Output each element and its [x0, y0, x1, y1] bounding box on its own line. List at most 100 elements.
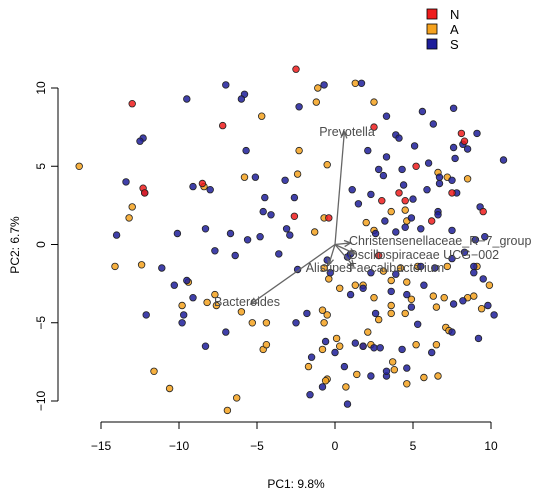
point-a	[178, 301, 186, 310]
point-s	[281, 176, 289, 184]
point-a	[375, 315, 383, 324]
y-tick-label: 5	[34, 163, 48, 170]
point-s	[414, 320, 422, 328]
loading-arrowhead	[340, 130, 348, 139]
point-s	[340, 362, 349, 371]
point-s	[484, 301, 492, 310]
point-s	[179, 311, 188, 319]
point-s	[435, 179, 444, 188]
point-a	[432, 341, 441, 349]
point-a	[336, 342, 344, 350]
point-s	[237, 95, 246, 103]
point-a	[477, 305, 486, 313]
point-s	[267, 211, 275, 219]
y-tick-label: −10	[34, 390, 48, 411]
point-s	[428, 348, 436, 357]
point-s	[367, 372, 375, 380]
point-s	[381, 217, 389, 225]
point-s	[382, 153, 391, 161]
point-s	[392, 270, 400, 278]
point-a	[351, 79, 359, 87]
point-s	[473, 129, 481, 138]
point-a	[370, 98, 378, 106]
loading-vectors: Prevotella Christensenellaceae_R−7_groupO…	[214, 125, 531, 309]
point-s	[451, 154, 459, 163]
point-n	[370, 123, 378, 131]
point-a	[318, 345, 327, 354]
point-s	[417, 262, 425, 271]
point-n	[140, 189, 149, 197]
point-a	[389, 358, 397, 366]
point-s	[448, 226, 456, 235]
point-a	[314, 84, 322, 92]
point-s	[449, 300, 458, 308]
x-tick-label: 5	[410, 439, 417, 453]
point-s	[449, 143, 458, 152]
point-a	[312, 98, 320, 106]
point-a	[440, 294, 448, 302]
point-s	[142, 311, 150, 319]
point-n	[325, 214, 333, 222]
point-s	[326, 269, 334, 277]
point-a	[237, 308, 246, 316]
point-s	[470, 269, 478, 277]
point-a	[351, 281, 359, 289]
point-s	[201, 342, 210, 350]
point-s	[243, 236, 252, 244]
point-s	[282, 225, 291, 233]
point-a	[262, 319, 271, 327]
point-s	[259, 207, 267, 216]
point-s	[261, 193, 269, 202]
point-s	[448, 254, 456, 263]
x-tick-label: −10	[169, 439, 190, 453]
point-s	[158, 264, 166, 272]
point-s	[499, 156, 508, 164]
point-n	[460, 137, 469, 145]
point-a	[232, 394, 241, 402]
point-s	[170, 281, 178, 289]
loading-arrow	[334, 243, 356, 255]
point-s	[403, 290, 411, 299]
point-s	[409, 195, 417, 203]
point-a	[336, 284, 344, 292]
point-a	[223, 406, 232, 415]
x-tick-label: −5	[250, 439, 264, 453]
point-a	[470, 292, 478, 300]
vector-label: Oscillospiraceae UCG−002	[348, 248, 499, 262]
point-n	[128, 99, 136, 108]
loading-arrow	[250, 243, 336, 305]
point-s	[471, 236, 480, 244]
point-s	[206, 185, 214, 194]
point-s	[359, 342, 367, 350]
point-a	[396, 264, 405, 272]
point-s	[173, 229, 182, 238]
point-s	[470, 262, 478, 271]
vector-label: Prevotella	[319, 125, 375, 139]
x-tick-label: 10	[484, 439, 498, 453]
point-s	[407, 214, 416, 222]
point-s	[490, 311, 498, 319]
point-a	[211, 290, 219, 299]
loading-arrow	[334, 242, 351, 246]
point-s	[331, 348, 339, 357]
point-s	[286, 231, 294, 239]
point-a	[321, 377, 330, 385]
point-s	[435, 173, 444, 181]
point-a	[75, 162, 83, 170]
point-a	[212, 301, 221, 310]
point-a	[412, 341, 420, 349]
y-ticks: −10 −5 0 5 10	[34, 81, 58, 411]
point-s	[395, 134, 403, 142]
point-n	[479, 207, 487, 216]
point-s	[321, 337, 330, 346]
point-s	[354, 200, 363, 208]
point-s	[293, 265, 302, 274]
point-a	[325, 275, 333, 283]
point-s	[226, 229, 235, 238]
loading-arrowhead	[347, 259, 355, 268]
point-s	[434, 211, 442, 219]
point-n	[375, 251, 383, 260]
point-s	[136, 137, 144, 145]
point-a	[323, 311, 331, 319]
point-s	[481, 232, 489, 241]
